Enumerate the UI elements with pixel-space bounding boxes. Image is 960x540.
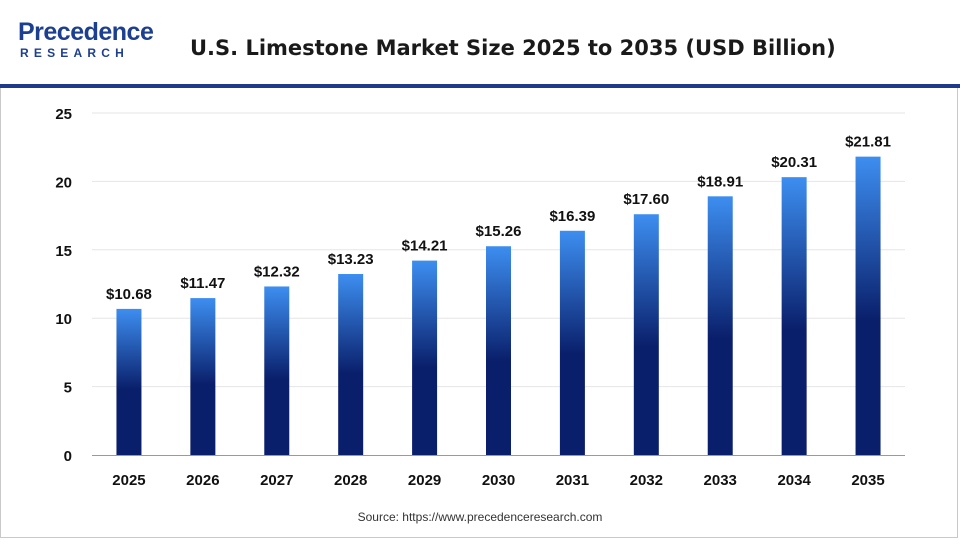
data-label: $13.23 [328, 251, 374, 268]
y-tick-label: 25 [55, 106, 72, 123]
x-tick-label: 2031 [556, 472, 589, 489]
x-tick-label: 2030 [482, 472, 515, 489]
bar-2035 [855, 156, 881, 455]
data-label: $21.81 [845, 134, 891, 151]
bar-2025 [116, 308, 142, 455]
x-tick-label: 2026 [186, 472, 219, 489]
x-tick-label: 2029 [408, 472, 441, 489]
bar-2034 [781, 177, 807, 455]
source-note: Source: https://www.precedenceresearch.c… [357, 510, 603, 524]
bar-2027 [264, 286, 290, 455]
data-label: $16.39 [549, 208, 595, 225]
logo-subtitle: RESEARCH [20, 46, 129, 60]
data-label: $20.31 [771, 154, 817, 171]
data-label: $18.91 [697, 173, 743, 190]
x-tick-label: 2034 [777, 472, 811, 489]
header: Precedence RESEARCH U.S. Limestone Marke… [0, 0, 960, 86]
data-label: $10.68 [106, 286, 152, 303]
y-tick-label: 0 [64, 448, 72, 465]
bar-2032 [633, 214, 659, 455]
header-divider [0, 84, 960, 88]
x-tick-label: 2032 [630, 472, 663, 489]
bar-2030 [486, 246, 511, 455]
x-tick-label: 2033 [704, 472, 737, 489]
bar-2026 [190, 298, 216, 455]
data-label: $15.26 [476, 223, 522, 240]
brand-logo: Precedence RESEARCH [18, 18, 158, 66]
chart-title: U.S. Limestone Market Size 2025 to 2035 … [190, 36, 836, 60]
bar-2031 [559, 230, 585, 455]
x-tick-label: 2035 [851, 472, 884, 489]
data-label: $14.21 [402, 238, 448, 255]
x-tick-label: 2027 [260, 472, 293, 489]
bar-2033 [707, 196, 733, 455]
y-tick-label: 10 [55, 311, 72, 328]
bar-2028 [338, 274, 364, 455]
data-label: $17.60 [623, 191, 669, 208]
y-tick-label: 5 [64, 380, 72, 397]
x-tick-label: 2025 [112, 472, 145, 489]
logo-wordmark: Precedence [18, 18, 154, 46]
y-tick-label: 20 [55, 174, 72, 191]
data-label: $11.47 [180, 275, 225, 292]
y-tick-label: 15 [55, 243, 72, 260]
data-label: $12.32 [254, 263, 300, 280]
bar-2029 [412, 260, 438, 455]
x-tick-label: 2028 [334, 472, 367, 489]
